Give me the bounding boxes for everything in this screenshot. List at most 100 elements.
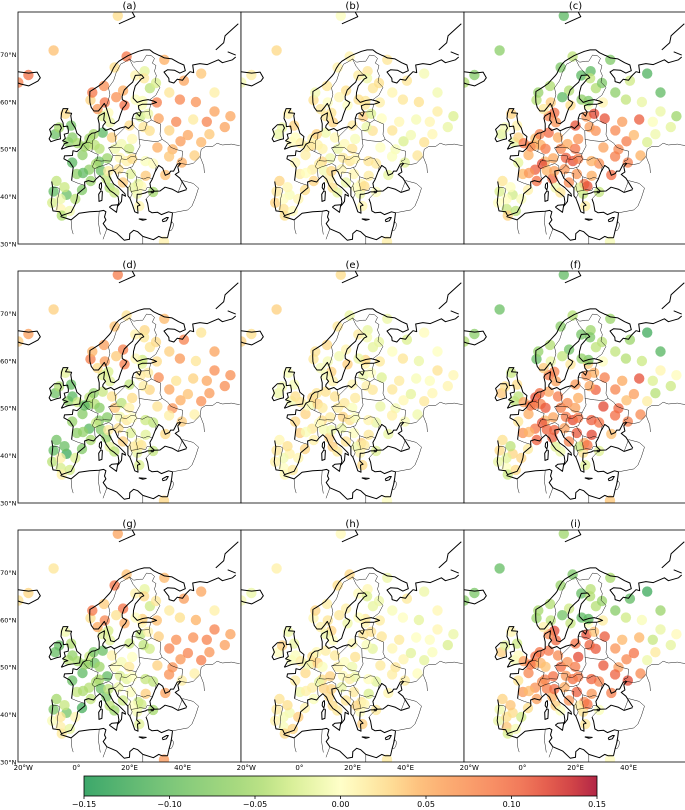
lat-tick-label: 40°N [0,193,17,201]
station-marker [317,661,328,672]
coastline [161,217,169,223]
station-marker [134,200,145,212]
coastline [241,330,264,346]
lon-tick-label: 40°E [397,764,414,772]
station-marker [87,346,98,357]
coastline [63,308,237,440]
coastline [607,735,615,741]
station-marker [427,129,438,140]
country-border [314,391,319,411]
country-border [615,221,620,231]
coastline [584,477,593,480]
map-panel-d: (d) 70°N 60°N 50°N 40°N 30°N [0,260,242,507]
country-border [403,401,463,424]
colorbar-bar [83,775,598,797]
station-marker [164,87,175,98]
station-marker [204,647,215,658]
country-border [180,142,240,165]
map-panel-a: (a) 70°N 60°N 50°N 40°N 30°N [0,1,242,248]
station-marker [424,116,435,128]
coastline [109,463,119,472]
station-marker [334,610,345,621]
station-marker [116,397,127,409]
station-marker [196,586,207,597]
station-marker [582,699,593,710]
lon-tick-label: 20°E [344,764,361,772]
station-marker [655,106,666,117]
station-marker [271,45,282,56]
station-marker [381,754,393,762]
station-marker [119,618,130,629]
station-marker [48,45,59,56]
country-border [342,424,354,428]
colorbar-tick-label: 0.00 [332,800,350,809]
station-marker [47,456,58,467]
station-marker [164,384,175,395]
station-marker [204,129,215,140]
country-border [112,414,123,430]
coastline [150,186,187,193]
station-marker [48,704,59,715]
lat-tick-label: 30°N [0,499,17,507]
station-marker [321,339,333,351]
station-marker [335,271,346,280]
country-border [577,190,584,192]
station-marker [555,187,566,198]
country-border [131,449,138,451]
station-marker [357,459,368,471]
country-border [151,637,163,658]
station-marker [413,96,425,108]
country-border [96,389,117,421]
coastline [506,108,528,150]
station-marker [394,634,405,645]
country-border [135,694,151,709]
country-border [342,165,354,169]
country-border [498,704,507,728]
station-marker [419,137,430,148]
coastline [98,190,103,202]
coastline [607,217,615,223]
station-marker [376,372,387,383]
station-marker [620,353,632,364]
station-marker [586,155,597,167]
station-marker [158,754,170,762]
coastline [118,530,136,543]
coastline [161,476,169,482]
map-panel-f: (f) [463,260,685,504]
station-marker [18,336,24,347]
coastline [596,704,633,711]
station-marker [605,54,616,65]
country-border [362,657,406,682]
coastline [496,681,634,735]
coastline [283,108,305,150]
country-border [517,180,531,186]
country-border [544,470,547,494]
country-border [340,689,354,707]
country-border [558,673,569,689]
station-marker [138,332,150,343]
station-marker [494,445,505,456]
station-marker [125,686,136,698]
coastline [50,681,188,735]
country-border [135,415,157,432]
country-border [112,673,123,689]
coastline [544,190,549,202]
country-border [132,118,148,124]
lon-tick-label: 20°E [567,764,584,772]
station-marker [584,73,596,84]
station-marker [99,356,111,367]
station-marker [174,353,186,364]
station-marker [363,688,374,699]
station-marker [557,351,568,362]
station-marker [163,151,175,162]
station-marker [571,686,582,698]
country-border [71,439,85,445]
station-marker [138,73,150,84]
station-marker [48,304,59,315]
coastline [341,271,359,284]
country-border [551,313,607,366]
country-border [132,377,148,383]
station-marker [655,87,666,98]
station-marker [271,186,282,197]
station-marker [65,638,77,649]
